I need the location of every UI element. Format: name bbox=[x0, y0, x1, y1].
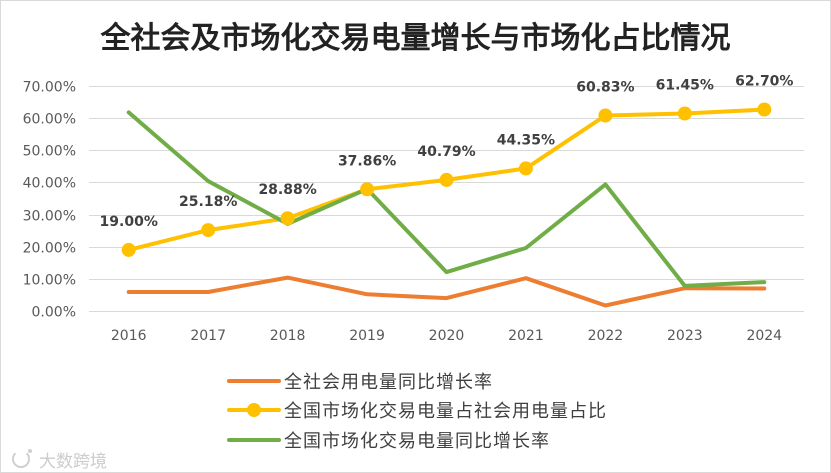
y-tick-label: 60.00% bbox=[23, 112, 76, 128]
legend-swatch-2 bbox=[227, 403, 281, 417]
data-label: 62.70% bbox=[735, 74, 793, 90]
watermark: 大数跨境 bbox=[12, 448, 107, 472]
y-tick-label: 40.00% bbox=[23, 176, 76, 192]
data-point-marker bbox=[280, 211, 295, 226]
data-point-marker bbox=[121, 242, 136, 257]
x-tick-label: 2017 bbox=[190, 328, 226, 344]
data-point-marker bbox=[439, 172, 454, 187]
legend-label-3: 全国市场化交易电量同比增长率 bbox=[284, 431, 550, 452]
y-tick-label: 20.00% bbox=[23, 241, 76, 257]
data-label: 25.18% bbox=[179, 194, 237, 210]
data-label: 44.35% bbox=[497, 132, 555, 148]
x-tick-label: 2018 bbox=[270, 328, 306, 344]
legend-item-1: 全社会用电量同比增长率 bbox=[227, 367, 493, 395]
legend-marker-2 bbox=[247, 403, 261, 417]
data-point-marker bbox=[518, 161, 533, 176]
x-tick-label: 2021 bbox=[508, 328, 544, 344]
data-point-marker bbox=[360, 182, 375, 197]
legend: 全社会用电量同比增长率 全国市场化交易电量占社会用电量占比 全国市场化交易电量同… bbox=[227, 367, 647, 457]
data-labels-2: 19.00% 25.18% 28.88% 37.86% 40.79% 44.35% 60.8… bbox=[100, 74, 794, 230]
y-tick-label: 10.00% bbox=[23, 273, 76, 289]
legend-swatch-1 bbox=[227, 379, 281, 383]
legend-label-2: 全国市场化交易电量占社会用电量占比 bbox=[284, 401, 607, 422]
data-label: 37.86% bbox=[338, 153, 396, 169]
series-markers-2 bbox=[121, 102, 772, 257]
data-label: 19.00% bbox=[100, 214, 158, 230]
data-point-marker bbox=[598, 108, 613, 123]
x-tick-label: 2020 bbox=[429, 328, 465, 344]
data-point-marker bbox=[677, 106, 692, 121]
x-tick-label: 2023 bbox=[667, 328, 703, 344]
watermark-text: 大数跨境 bbox=[39, 451, 107, 472]
legend-item-3: 全国市场化交易电量同比增长率 bbox=[227, 426, 550, 454]
x-tick-label: 2019 bbox=[349, 328, 385, 344]
brand-logo-icon bbox=[12, 449, 32, 468]
data-point-marker bbox=[757, 102, 772, 117]
legend-swatch-3 bbox=[227, 438, 281, 442]
x-axis-labels: 2016 2017 2018 2019 2020 2021 2022 2023 2024 bbox=[111, 328, 782, 344]
data-label: 28.88% bbox=[258, 182, 316, 198]
y-axis-labels: 0.00% 10.00% 20.00% 30.00% 40.00% 50.00% 60.00… bbox=[23, 80, 76, 321]
chart-title: 全社会及市场化交易电量增长与市场化占比情况 bbox=[100, 21, 731, 56]
y-tick-label: 0.00% bbox=[32, 305, 76, 321]
data-label: 60.83% bbox=[576, 80, 634, 96]
legend-item-2: 全国市场化交易电量占社会用电量占比 bbox=[227, 396, 607, 424]
series-line-1 bbox=[126, 275, 767, 308]
data-label: 40.79% bbox=[417, 144, 475, 160]
x-tick-label: 2016 bbox=[111, 328, 147, 344]
y-tick-label: 70.00% bbox=[23, 80, 76, 96]
x-tick-label: 2022 bbox=[588, 328, 624, 344]
data-point-marker bbox=[201, 223, 216, 238]
legend-label-1: 全社会用电量同比增长率 bbox=[284, 372, 493, 393]
series-line-3 bbox=[126, 110, 767, 288]
y-tick-label: 30.00% bbox=[23, 209, 76, 225]
x-tick-label: 2024 bbox=[746, 328, 782, 344]
y-tick-label: 50.00% bbox=[23, 144, 76, 160]
data-label: 61.45% bbox=[656, 78, 714, 94]
